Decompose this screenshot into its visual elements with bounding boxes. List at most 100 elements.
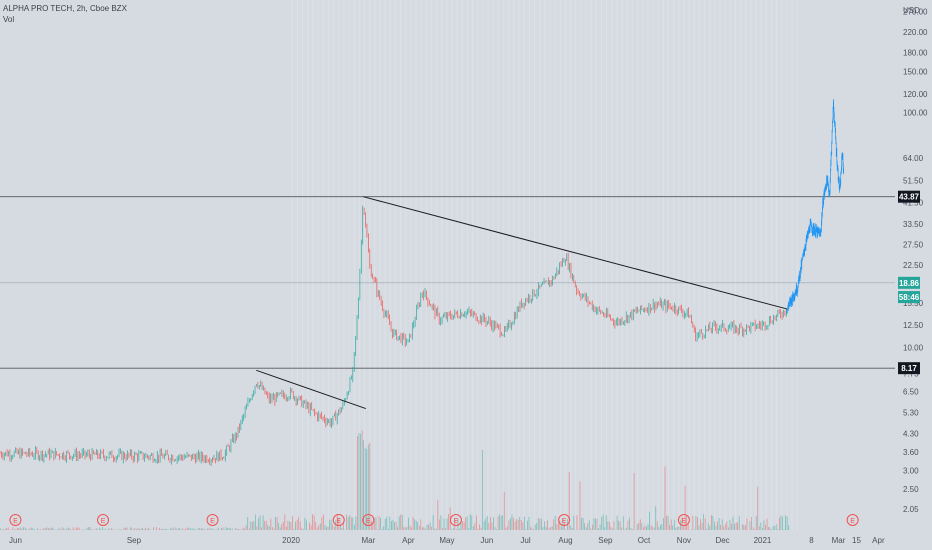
volume-bar <box>432 514 434 530</box>
volume-bar <box>411 527 412 530</box>
volume-bar <box>230 528 232 530</box>
volume-bar <box>199 528 201 530</box>
volume-bar <box>227 527 229 530</box>
volume-bar <box>618 520 620 530</box>
volume-bar <box>744 525 746 530</box>
volume-bar <box>610 526 612 530</box>
volume-bar <box>313 515 315 530</box>
volume-bar <box>435 528 437 530</box>
volume-bar <box>661 524 663 530</box>
volume-bar <box>752 527 754 530</box>
volume-bar <box>771 529 773 530</box>
earnings-icon <box>206 514 219 526</box>
volume-bar <box>117 529 119 530</box>
volume-bar <box>173 528 174 530</box>
volume-bar <box>301 527 303 530</box>
volume-bar <box>188 527 190 530</box>
volume-bar <box>126 527 128 530</box>
volume-bar <box>27 529 29 530</box>
volume-bar <box>554 515 556 530</box>
volume-bar <box>653 527 655 530</box>
volume-bar <box>278 523 280 530</box>
volume-bar <box>519 516 521 530</box>
volume-bar <box>298 516 300 530</box>
volume-bar <box>397 527 399 530</box>
volume-bar <box>171 527 173 530</box>
volume-bar <box>496 529 497 530</box>
price-tick-label: 2.05 <box>903 505 919 514</box>
price-tick-label: 22.50 <box>903 261 924 270</box>
volume-bar <box>557 522 559 530</box>
volume-bar <box>312 514 314 530</box>
time-tick-label: Aug <box>558 536 572 545</box>
volume-bar <box>375 517 377 530</box>
volume-bar <box>536 523 538 530</box>
volume-bar <box>428 524 429 530</box>
volume-bar <box>244 528 246 530</box>
volume-bar <box>131 527 133 530</box>
volume-bar <box>268 526 270 530</box>
volume-bar <box>714 521 715 530</box>
time-tick-label: 2020 <box>282 536 300 545</box>
volume-bar <box>717 521 718 530</box>
symbol-title[interactable]: ALPHA PRO TECH, 2h, Cboe BZX <box>3 4 127 13</box>
volume-bar <box>197 528 199 530</box>
volume-bar <box>539 518 541 530</box>
volume-bar <box>599 524 601 530</box>
volume-bar <box>34 529 35 530</box>
volume-bar <box>236 528 238 530</box>
volume-bar <box>469 514 471 530</box>
volume-bar <box>64 529 66 530</box>
volume-indicator-label[interactable]: Vol <box>3 15 15 24</box>
volume-bar <box>471 515 473 530</box>
trendlines[interactable] <box>256 196 788 410</box>
price-tick-label: 4.30 <box>903 430 919 439</box>
volume-bar <box>389 516 391 530</box>
volume-bar <box>612 528 613 530</box>
volume-bar <box>522 522 524 530</box>
volume-bar <box>364 447 366 530</box>
session-gridlines <box>291 0 798 530</box>
volume-bar <box>581 517 582 530</box>
volume-bar <box>619 521 621 530</box>
volume-bar <box>630 528 632 530</box>
volume-bar <box>605 515 607 530</box>
volume-bar <box>398 516 400 530</box>
volume-bar <box>66 528 68 530</box>
volume-bar <box>51 527 52 530</box>
volume-bar <box>409 525 411 530</box>
volume-bar <box>751 517 752 530</box>
volume-bar <box>185 528 187 530</box>
price-tick-label: 33.50 <box>903 220 924 229</box>
volume-bar <box>451 529 453 530</box>
time-tick-label: Apr <box>402 536 415 545</box>
price-tag <box>898 362 920 375</box>
volume-bar <box>290 522 292 530</box>
volume-bar <box>608 521 610 530</box>
earnings-label: E <box>850 518 855 525</box>
price-tick-label: 180.00 <box>903 49 928 58</box>
volume-bar <box>360 433 361 530</box>
volume-bar <box>775 524 777 530</box>
volume-bar <box>72 527 74 530</box>
volume-bar <box>415 520 417 530</box>
horizontal-lines <box>0 196 895 369</box>
volume-bar <box>533 529 535 530</box>
volume-bar <box>477 528 479 530</box>
volume-bar <box>102 527 103 530</box>
volume-bar <box>780 515 782 530</box>
volume-bar <box>418 526 420 530</box>
price-axis[interactable]: USD2.052.503.003.604.305.306.507.7510.00… <box>903 6 928 514</box>
volume-bar <box>326 526 327 530</box>
volume-bar <box>163 529 165 530</box>
volume-bar <box>285 526 287 530</box>
earnings-icon <box>846 514 859 526</box>
volume-bar <box>136 529 137 530</box>
volume-bar <box>559 520 561 530</box>
volume-bar <box>41 529 43 530</box>
time-axis[interactable]: Jun Sep 2020 Mar Apr May Jun Jul Aug Sep Oct Nov Dec… <box>9 536 885 545</box>
volume-bar <box>664 466 666 530</box>
volume-bar <box>707 522 709 530</box>
